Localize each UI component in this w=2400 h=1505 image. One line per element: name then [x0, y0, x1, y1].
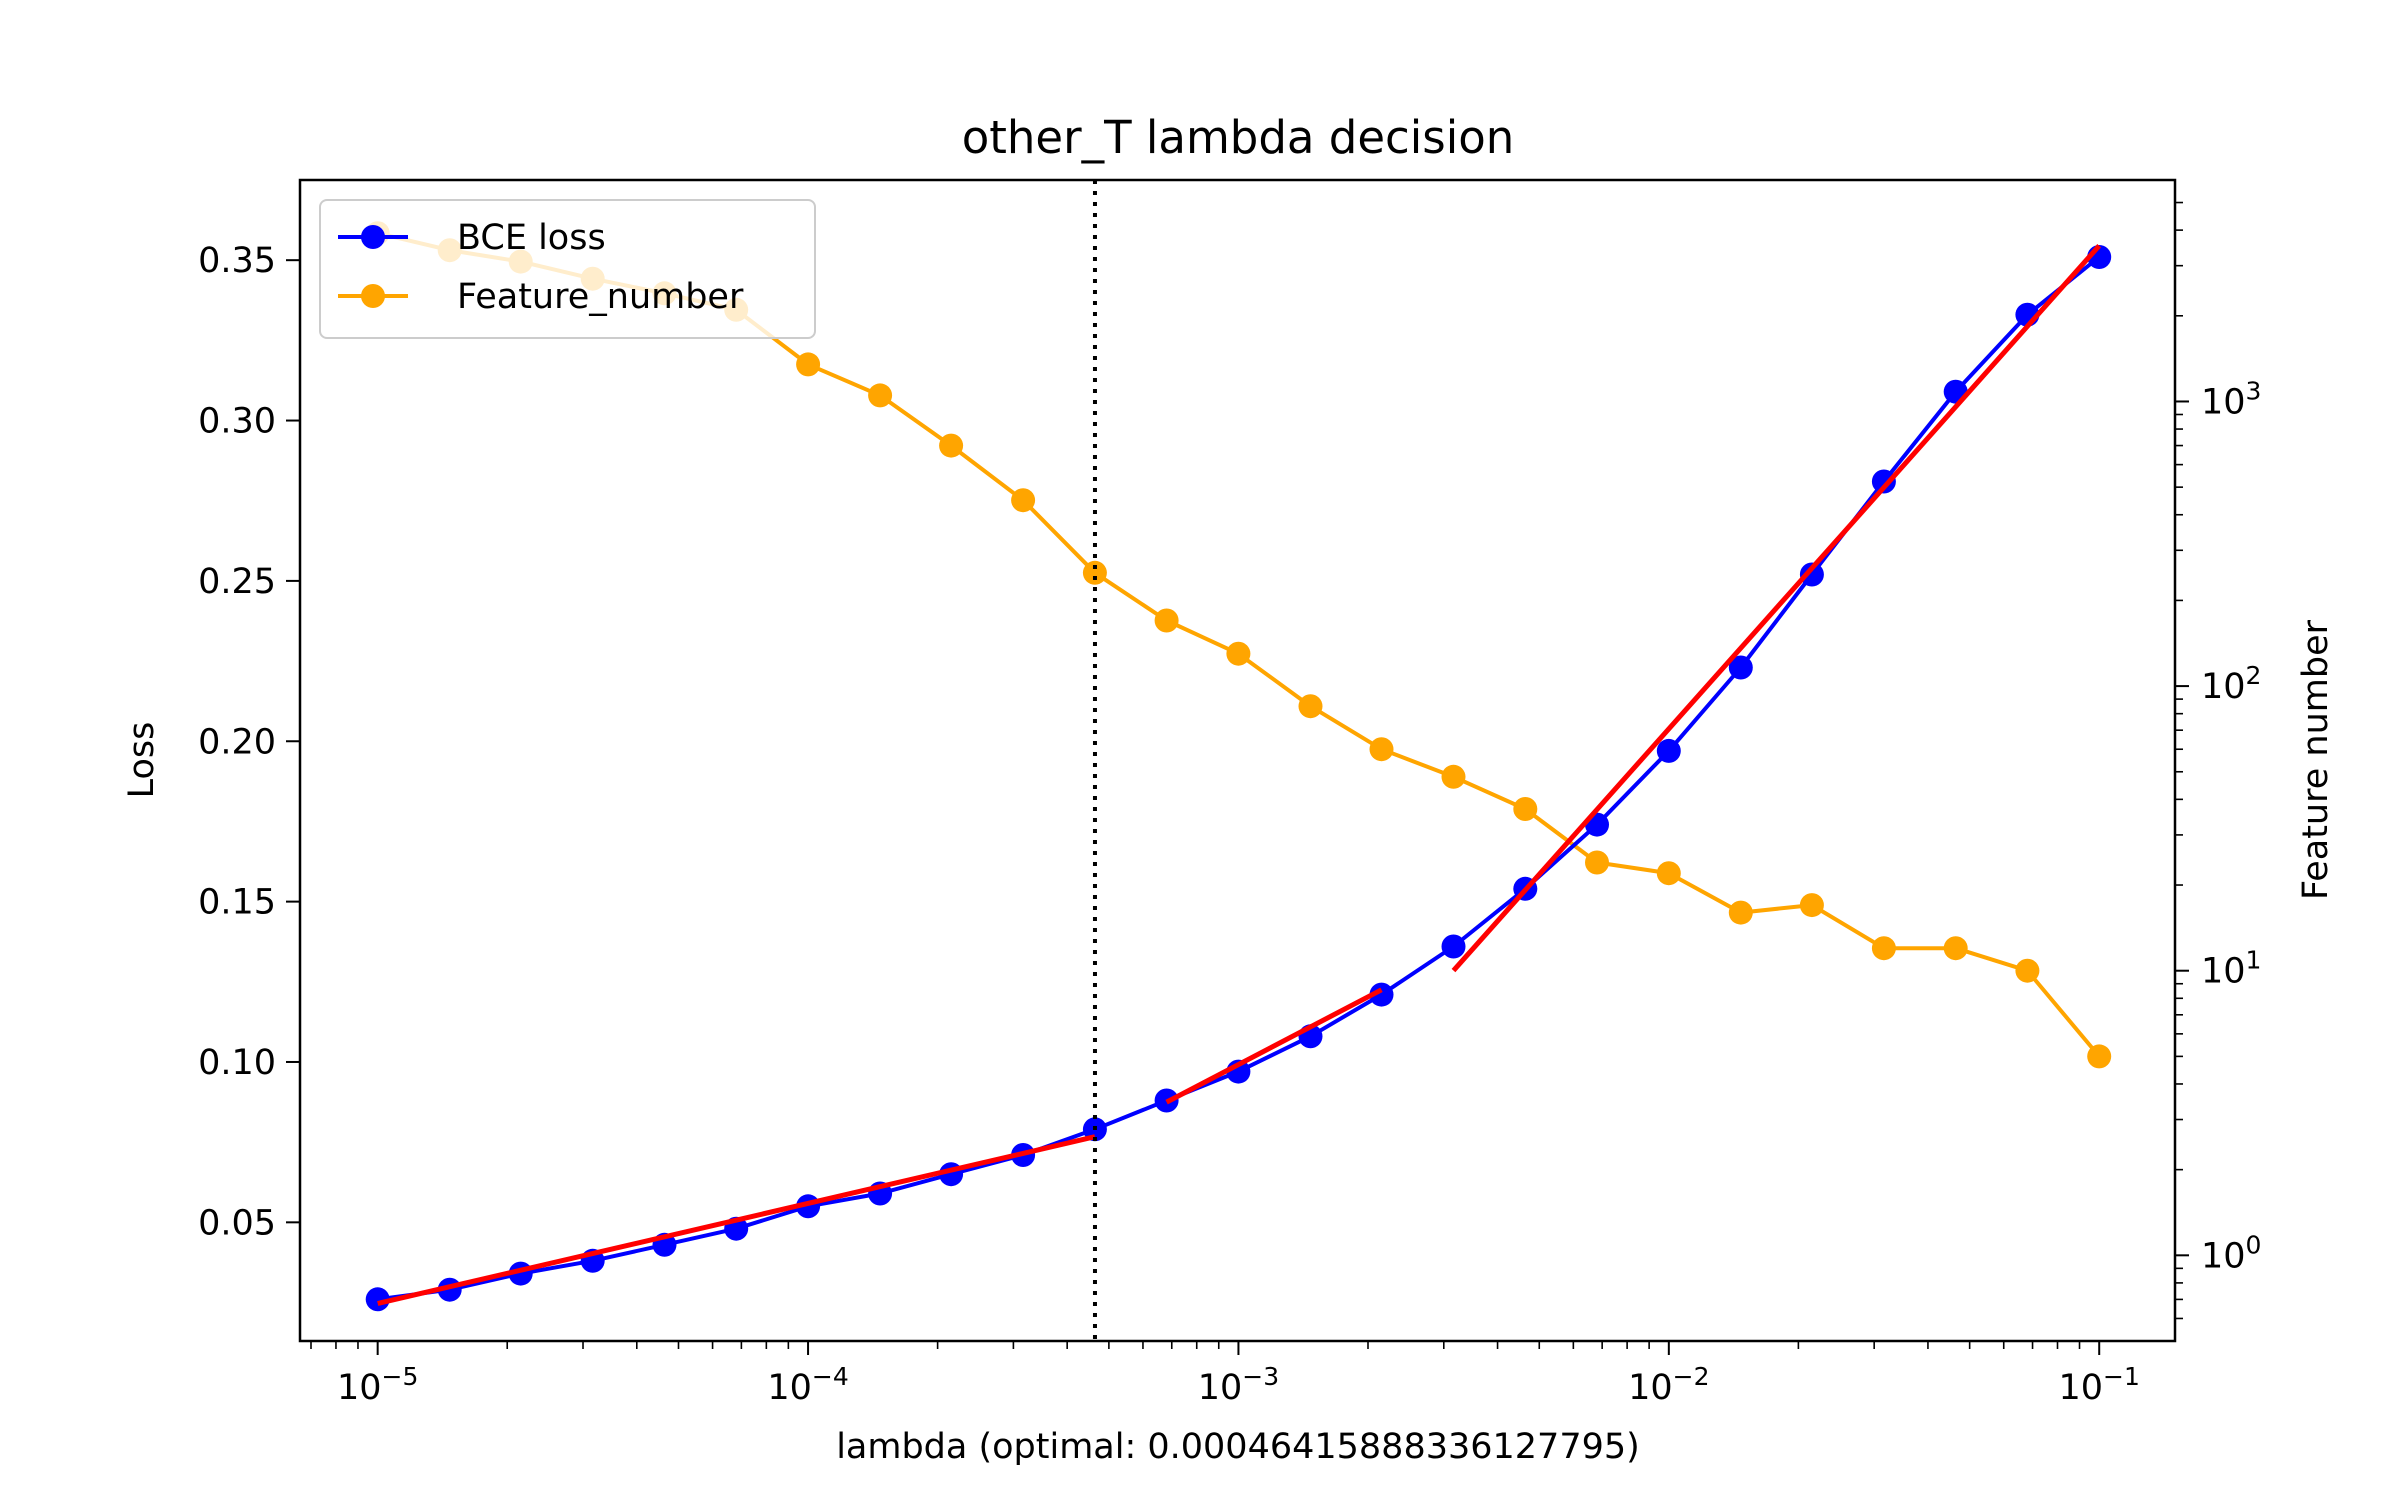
data-point-bce-loss: [365, 1287, 390, 1312]
data-point-bce-loss: [1799, 562, 1824, 587]
data-point-feature-number: [1585, 850, 1609, 875]
data-point-feature-number: [1799, 893, 1824, 918]
data-point-feature-number: [1369, 737, 1394, 762]
data-point-feature-number: [1226, 641, 1251, 666]
legend-entry-bce-loss: BCE loss: [338, 218, 606, 258]
y-tick-label: 0.10: [198, 1043, 276, 1083]
legend-marker-feature-number: [361, 284, 385, 308]
y-axis-left: 0.05 0.10 0.15 0.20 0.25 0.30 0.35: [198, 241, 300, 1243]
y-tick-label: 0.05: [198, 1203, 276, 1243]
data-point-bce-loss: [1728, 655, 1753, 680]
x-tick-label: 10−4: [767, 1362, 848, 1408]
fit-line-2: [1165, 987, 1383, 1105]
data-point-feature-number: [1441, 764, 1466, 789]
fit-line-3: [1451, 244, 2102, 973]
data-point-bce-loss: [1656, 738, 1681, 763]
legend-box: [319, 199, 816, 339]
y2-tick-label: 102: [2201, 661, 2261, 707]
data-point-feature-number: [939, 433, 964, 458]
data-point-feature-number: [796, 352, 821, 377]
y2-axis-label: Feature number: [2296, 619, 2336, 900]
data-point-bce-loss: [1871, 469, 1896, 494]
y-tick-label: 0.15: [198, 883, 276, 923]
y-tick-label: 0.20: [198, 722, 276, 762]
y2-tick-label: 103: [2201, 376, 2261, 422]
x-tick-label: 10−1: [2059, 1362, 2140, 1408]
chart-title: other_T lambda decision: [962, 111, 1515, 164]
legend-label-bce-loss: BCE loss: [457, 218, 606, 258]
y-tick-label: 0.25: [198, 562, 276, 602]
legend-marker-bce-loss: [361, 225, 385, 249]
y-tick-label: 0.30: [198, 402, 276, 442]
data-point-feature-number: [1871, 936, 1896, 961]
y-tick-label: 0.35: [198, 241, 276, 281]
data-point-feature-number: [2087, 1044, 2112, 1069]
legend: BCE loss Feature_number: [319, 199, 816, 339]
x-tick-label: 10−2: [1628, 1362, 1709, 1408]
data-point-feature-number: [1154, 608, 1179, 633]
data-point-feature-number: [1656, 861, 1681, 886]
data-point-feature-number: [1728, 900, 1753, 925]
x-tick-label: 10−5: [337, 1362, 418, 1408]
data-point-feature-number: [1298, 694, 1323, 719]
legend-label-feature-number: Feature_number: [457, 277, 744, 317]
y2-tick-label: 101: [2201, 946, 2261, 992]
y-axis-label: Loss: [122, 722, 162, 799]
data-point-feature-number: [1513, 797, 1538, 821]
data-point-bce-loss: [1441, 934, 1466, 959]
x-axis-label: lambda (optimal: 0.00046415888336127795): [836, 1427, 1640, 1467]
legend-entry-feature-number: Feature_number: [338, 277, 744, 317]
x-axis: 10−5 10−4 10−3 10−2 10−1: [310, 1341, 2140, 1408]
x-tick-label: 10−3: [1198, 1362, 1279, 1408]
data-point-feature-number: [2015, 958, 2040, 983]
fit-line-1: [377, 1134, 1096, 1306]
y2-tick-label: 100: [2201, 1230, 2261, 1276]
data-point-feature-number: [868, 383, 893, 408]
data-point-feature-number: [1082, 560, 1107, 585]
data-point-bce-loss: [1369, 982, 1394, 1007]
y-axis-right: 100 101 102 103: [2175, 201, 2261, 1320]
data-point-feature-number: [1011, 488, 1036, 513]
data-point-feature-number: [1943, 936, 1968, 961]
